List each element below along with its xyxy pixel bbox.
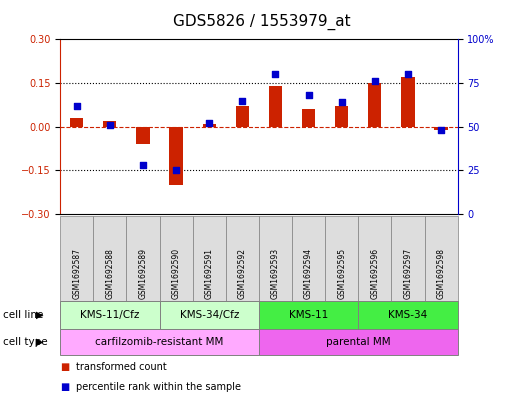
Bar [236,107,249,127]
Text: GDS5826 / 1553979_at: GDS5826 / 1553979_at [173,14,350,30]
Text: GSM1692594: GSM1692594 [304,248,313,299]
Text: GSM1692587: GSM1692587 [72,248,81,299]
Bar [335,107,348,127]
Point [73,103,81,109]
Point [205,120,213,127]
Text: ▶: ▶ [36,337,43,347]
Text: KMS-34/Cfz: KMS-34/Cfz [179,310,239,320]
Text: cell type: cell type [3,337,47,347]
Text: GSM1692588: GSM1692588 [105,248,115,299]
Bar [103,121,117,127]
Bar [401,77,415,127]
Bar [302,109,315,127]
Text: GSM1692597: GSM1692597 [403,248,413,299]
Text: GSM1692595: GSM1692595 [337,248,346,299]
Text: GSM1692598: GSM1692598 [437,248,446,299]
Text: GSM1692589: GSM1692589 [139,248,147,299]
Text: cell line: cell line [3,310,43,320]
Text: transformed count: transformed count [76,362,167,372]
Point [371,78,379,84]
Text: KMS-34: KMS-34 [388,310,428,320]
Text: percentile rank within the sample: percentile rank within the sample [76,382,241,392]
Point [437,127,445,133]
Text: parental MM: parental MM [326,337,391,347]
Text: KMS-11/Cfz: KMS-11/Cfz [80,310,140,320]
Point [404,71,412,77]
Text: GSM1692590: GSM1692590 [172,248,180,299]
Text: GSM1692591: GSM1692591 [204,248,214,299]
Point [238,97,246,104]
Text: ■: ■ [60,362,70,372]
Bar [269,86,282,127]
Text: GSM1692593: GSM1692593 [271,248,280,299]
Text: KMS-11: KMS-11 [289,310,328,320]
Bar [137,127,150,144]
Bar [169,127,183,185]
Text: GSM1692596: GSM1692596 [370,248,379,299]
Text: ■: ■ [60,382,70,392]
Text: carfilzomib-resistant MM: carfilzomib-resistant MM [95,337,224,347]
Text: ▶: ▶ [36,310,43,320]
Point [106,122,114,128]
Bar [435,127,448,130]
Bar [70,118,83,127]
Bar [368,83,381,127]
Bar [202,124,216,127]
Point [139,162,147,168]
Text: GSM1692592: GSM1692592 [238,248,247,299]
Point [172,167,180,174]
Point [271,71,280,77]
Point [337,99,346,105]
Point [304,92,313,98]
